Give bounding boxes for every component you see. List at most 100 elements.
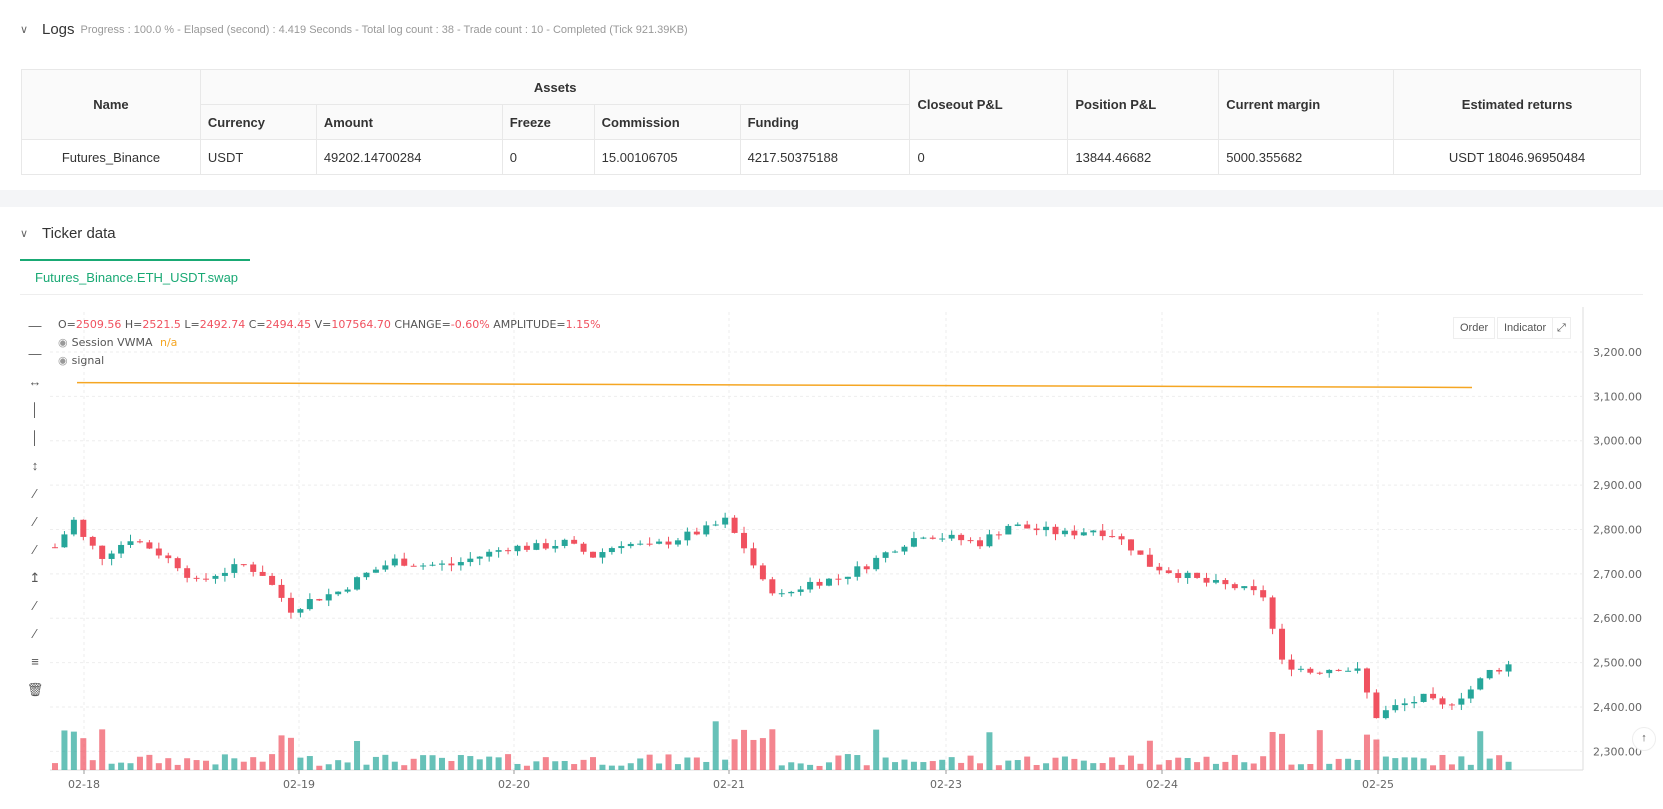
candle <box>1467 689 1474 699</box>
volume-bar <box>599 764 606 770</box>
candle <box>854 566 861 577</box>
eye-icon[interactable]: ◉ <box>58 354 68 367</box>
x-tick-label: 02-24 <box>1146 778 1178 791</box>
fullscreen-icon[interactable]: ⤢ <box>1552 317 1571 339</box>
vertical-ray-icon[interactable]: │ <box>30 402 40 417</box>
volume-bar <box>807 764 814 770</box>
volume-bar <box>127 763 134 770</box>
vwma-series <box>76 381 1473 389</box>
volume-bar <box>561 760 568 770</box>
indicator-legend-signal[interactable]: ◉ signal <box>58 354 105 367</box>
fib-levels-icon[interactable]: ≡ <box>31 654 39 669</box>
horizontal-segment-icon[interactable]: ↔ <box>28 374 42 389</box>
volume-bar <box>854 755 861 770</box>
volume-bar <box>608 765 615 770</box>
volume-bar <box>1033 764 1040 770</box>
candle <box>1307 668 1314 673</box>
th-commission: Commission <box>593 104 741 140</box>
volume-bar <box>212 764 219 770</box>
candle <box>1316 672 1323 674</box>
vertical-segment-icon[interactable]: ↕ <box>31 458 39 473</box>
candle <box>759 565 766 580</box>
candle <box>920 537 927 539</box>
candle <box>127 541 134 545</box>
trash-icon[interactable]: 🗑 <box>26 682 44 697</box>
volume-bar <box>118 762 125 770</box>
cell-commission: 15.00106705 <box>593 139 741 175</box>
candle <box>1212 580 1219 583</box>
volume-bar <box>741 729 748 770</box>
candle <box>1401 703 1408 706</box>
tab-eth-usdt-swap[interactable]: Futures_Binance.ETH_USDT.swap <box>20 259 250 295</box>
vertical-line-icon[interactable]: │ <box>30 430 40 445</box>
volume-bar <box>306 756 313 770</box>
candle <box>580 543 587 552</box>
volume-bar <box>1005 760 1012 770</box>
candle <box>1392 705 1399 711</box>
indicator-legend-vwma[interactable]: ◉ Session VWMA n/a <box>58 336 178 349</box>
candle <box>99 545 106 559</box>
volume-bar <box>1024 756 1031 770</box>
candle <box>382 565 389 570</box>
eye-icon[interactable]: ◉ <box>58 336 68 349</box>
volume-bar <box>1326 763 1333 770</box>
volume-bar <box>844 754 851 770</box>
volume-bar <box>580 759 587 770</box>
candle <box>410 565 417 567</box>
volume-bar <box>1288 764 1295 770</box>
candle <box>825 578 832 586</box>
fibonacci-icon[interactable]: ∕ <box>33 626 37 641</box>
candle <box>420 565 427 567</box>
volume-bar <box>391 761 398 770</box>
candle <box>976 540 983 547</box>
horizontal-line-icon[interactable]: — <box>28 346 42 361</box>
candle <box>1382 710 1389 719</box>
segment-line-icon[interactable]: ∕ <box>33 542 37 557</box>
volume-bar <box>769 729 776 770</box>
volume-bar <box>759 738 766 770</box>
candle <box>1430 693 1437 699</box>
volume-bar <box>344 762 351 770</box>
volume-bar <box>382 754 389 770</box>
volume-bar <box>1128 755 1135 770</box>
candle <box>278 584 285 598</box>
candle <box>1420 693 1427 702</box>
volume-bar <box>750 739 757 770</box>
volume-bar <box>221 754 228 770</box>
candle <box>1486 669 1493 679</box>
order-button[interactable]: Order <box>1453 317 1496 339</box>
chevron-down-icon[interactable]: ∨ <box>20 23 29 36</box>
ticker-header[interactable]: ∨ Ticker data <box>20 223 116 243</box>
volume-bar <box>1363 734 1370 770</box>
ray-line-icon[interactable]: ∕ <box>33 514 37 529</box>
volume-bar <box>523 765 530 770</box>
indicator-button[interactable]: Indicator <box>1497 317 1554 339</box>
volume-bar <box>995 765 1002 770</box>
trend-line-icon[interactable]: ∕ <box>33 486 37 501</box>
volume-bar <box>835 755 842 770</box>
price-label-icon[interactable]: ↥ <box>29 570 41 585</box>
volume-bar <box>1335 758 1342 770</box>
logs-header[interactable]: ∨ Logs Progress : 100.0 % - Elapsed (sec… <box>20 19 688 39</box>
volume-bar <box>920 762 927 770</box>
volume-bar <box>948 757 955 770</box>
volume-bar <box>70 731 77 770</box>
volume-bar <box>52 763 58 770</box>
scroll-top-icon[interactable]: ↑ <box>1632 727 1656 751</box>
parallel-channel-icon[interactable]: ∕ <box>33 598 37 613</box>
volume-bar <box>646 754 653 770</box>
chevron-down-icon[interactable]: ∨ <box>20 227 29 240</box>
cell-position: 13844.46682 <box>1067 139 1220 175</box>
candle <box>1137 550 1144 555</box>
volume-bar <box>976 763 983 770</box>
assets-table: Name Assets Closeout P&L Position P&L Cu… <box>21 69 1641 175</box>
th-assets: Assets <box>199 69 911 105</box>
candle <box>1363 668 1370 693</box>
candles <box>52 512 1512 720</box>
horizontal-ray-icon[interactable]: — <box>28 318 42 333</box>
volume-bar <box>552 761 559 770</box>
volume-bar <box>1061 756 1068 770</box>
volume-bar <box>1354 759 1361 770</box>
volume-bar <box>1071 758 1078 770</box>
